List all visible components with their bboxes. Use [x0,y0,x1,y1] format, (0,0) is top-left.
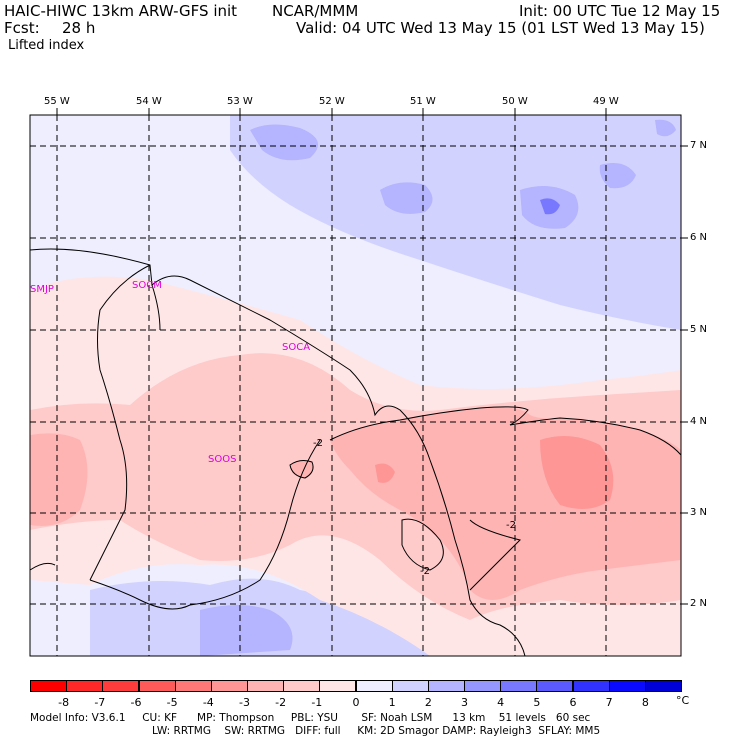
station-soos: SOOS [208,454,236,465]
latlon-grid [30,115,681,656]
legend-tick-label: -7 [94,696,106,709]
legend-swatch [138,680,176,692]
lon-label: 54 W [136,96,162,107]
valid-time: Valid: 04 UTC Wed 13 May 15 (01 LST Wed … [296,19,705,37]
legend-tick-label: -2 [275,696,287,709]
legend-tick-label: -3 [239,696,250,709]
legend-swatch [536,680,574,692]
legend-swatch [355,680,393,692]
legend-tick-label: 6 [569,696,577,709]
legend-swatch [30,680,68,692]
legend-swatch [500,680,538,692]
station-labels: SMJP SOCM SOCA SOOS [30,280,310,465]
legend-swatch [608,680,646,692]
legend-tick-label: 1 [388,696,396,709]
legend-swatch [102,680,140,692]
contour-value-labels: -2 -2 -2 [313,438,516,577]
forecast-label: Fcst: [4,19,40,37]
legend-tick-label: -5 [166,696,178,709]
map-frame [29,114,682,657]
station-smjp: SMJP [30,284,54,295]
legend-swatch [66,680,104,692]
legend-tick-label: -6 [130,696,142,709]
lon-label: 53 W [227,96,253,107]
map-fill [30,115,681,656]
footer-model-info: Model Info: V3.6.1 CU: KF MP: Thompson P… [30,712,591,724]
legend-swatch [319,680,357,692]
legend-swatch [174,680,212,692]
legend-swatch [644,680,682,692]
lat-label: 4 N [690,416,708,427]
legend-tick-label: 7 [605,696,613,709]
axis-ticks [56,108,688,605]
legend-tick-label: 2 [424,696,432,709]
center-label: NCAR/MMM [272,2,359,20]
legend-tick-label: 5 [533,696,541,709]
lat-label: 3 N [690,507,708,518]
lat-label: 2 N [690,598,708,609]
forecast-hour: 28 h [62,19,96,37]
contour-label: -2 [420,566,430,577]
contour-label: -2 [506,520,516,531]
legend-swatch [427,680,465,692]
legend-tick-label: -4 [202,696,214,709]
legend-swatch [210,680,248,692]
lat-label: 6 N [690,232,708,243]
lon-label: 51 W [410,96,436,107]
lon-label: 55 W [44,96,70,107]
model-title: HAIC-HIWC 13km ARW-GFS init [4,2,238,20]
legend-swatch [247,680,285,692]
legend-tick-label: 3 [461,696,468,709]
footer-physics-info: LW: RRTMG SW: RRTMG DIFF: full KM: 2D Sm… [152,725,601,737]
contour-lines [289,406,682,591]
lon-label: 50 W [502,96,528,107]
lon-label: 52 W [319,96,345,107]
legend-tick-label: 8 [641,696,649,709]
lon-label: 49 W [593,96,619,107]
legend-tick-label: -8 [58,696,70,709]
legend-tick-label: -1 [311,696,323,709]
legend-tick-label: 0 [352,696,360,709]
legend-unit: °C [676,694,690,707]
station-socm: SOCM [132,280,162,291]
lat-label: 7 N [690,140,708,151]
legend-swatch [391,680,429,692]
coastline-borders [29,248,526,657]
lat-label: 5 N [690,324,708,335]
contour-label: -2 [313,438,323,449]
legend-swatch [283,680,321,692]
field-name: Lifted index [8,38,85,53]
legend-tick-label: 4 [497,696,505,709]
station-soca: SOCA [282,342,310,353]
legend-swatch [572,680,610,692]
init-time: Init: 00 UTC Tue 12 May 15 [519,2,721,20]
legend-swatch [464,680,502,692]
